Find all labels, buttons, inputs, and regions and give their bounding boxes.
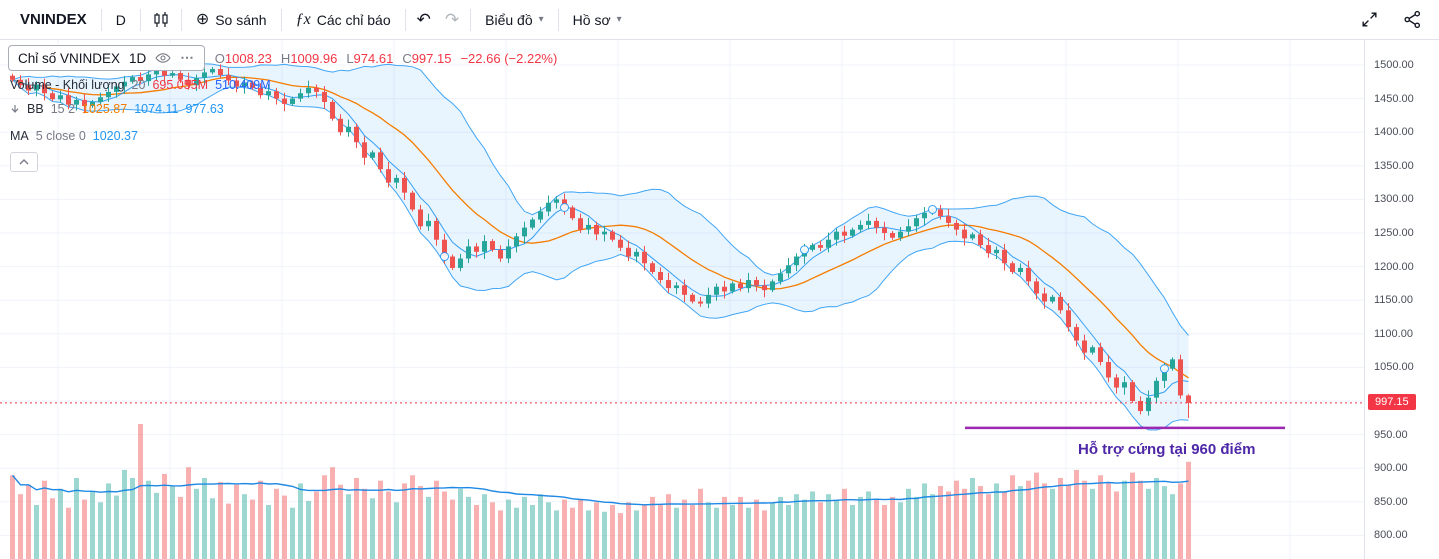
ma-value: 1020.37 — [92, 129, 138, 143]
interval-button[interactable]: D — [106, 6, 136, 34]
price-axis[interactable]: 997.15 1500.00 1450.00 1400.00 1350.00 1300.… — [1364, 40, 1439, 559]
toolbar-separator — [557, 8, 559, 31]
compare-label: So sánh — [215, 11, 267, 28]
profile-menu-button[interactable]: Hồ sơ ▾ — [563, 6, 632, 34]
fullscreen-button[interactable] — [1353, 5, 1386, 34]
bb-basis-value: 1025.87 — [82, 102, 128, 116]
toolbar-separator — [404, 8, 406, 31]
toolbar-separator — [180, 8, 182, 31]
candlestick-icon — [154, 11, 168, 27]
bb-indicator-name: BB — [27, 102, 44, 116]
volume-indicator-name: Volume - Khối lượng — [10, 78, 125, 92]
fullscreen-icon — [1362, 12, 1377, 27]
collapse-legend-button[interactable] — [10, 152, 38, 172]
price-axis-label: 1200.00 — [1374, 260, 1414, 273]
price-chart[interactable] — [0, 40, 1364, 559]
toolbar-separator — [470, 8, 472, 31]
toolbar-separator — [100, 8, 102, 31]
eye-icon[interactable] — [155, 52, 171, 64]
ma-indicator-name: MA — [10, 129, 29, 143]
function-icon: ƒx — [295, 10, 311, 28]
price-axis-label: 800.00 — [1374, 529, 1408, 542]
support-annotation[interactable]: Hỗ trợ cứng tại 960 điểm — [1078, 441, 1256, 458]
low-label: L — [346, 50, 354, 66]
toolbar-separator — [139, 8, 141, 31]
bb-indicator-row[interactable]: BB 15 2 1025.87 1074.11 977.63 — [10, 102, 557, 116]
profile-menu-label: Hồ sơ — [572, 11, 611, 28]
price-axis-label: 1500.00 — [1374, 59, 1414, 71]
open-value: 1008.23 — [224, 50, 272, 66]
volume-indicator-param: 20 — [131, 78, 146, 92]
legend-interval: 1D — [129, 50, 147, 66]
chevron-down-icon: ▾ — [538, 14, 544, 25]
undo-button[interactable]: ↶ — [410, 6, 438, 34]
legend-symbol-title: Chỉ số VNINDEX — [18, 50, 121, 66]
open-label: O — [214, 50, 225, 66]
last-price-label: 997.15 — [1368, 393, 1416, 410]
share-button[interactable] — [1396, 5, 1429, 34]
bb-upper-value: 1074.11 — [134, 102, 179, 116]
share-icon — [1404, 10, 1421, 29]
close-value: 997.15 — [411, 50, 452, 66]
ohlc-values: O 1008.23 H 1009.96 L 974.61 C 997.15 −22.66… — [215, 51, 558, 66]
bb-indicator-params: 15 2 — [50, 102, 76, 116]
chart-menu-button[interactable]: Biểu đồ ▾ — [475, 6, 554, 34]
change-value: −22.66 (−2.22%) — [460, 50, 558, 66]
chevron-up-icon — [19, 159, 29, 165]
price-axis-label: 1450.00 — [1374, 92, 1414, 105]
toolbar-separator — [280, 8, 282, 31]
ma-indicator-row[interactable]: MA 5 close 0 1020.37 — [10, 129, 557, 143]
high-label: H — [280, 50, 291, 66]
bb-lower-value: 977.63 — [185, 102, 224, 116]
arrow-down-icon — [10, 104, 20, 115]
price-axis-label: 900.00 — [1374, 462, 1408, 475]
volume-ma-value: 510.409M — [215, 78, 271, 92]
price-axis-label: 1400.00 — [1374, 126, 1414, 139]
price-axis-label: 1300.00 — [1374, 193, 1414, 206]
price-axis-label: 1100.00 — [1374, 327, 1413, 340]
chart-area: 997.15 1500.00 1450.00 1400.00 1350.00 1300.… — [0, 40, 1439, 559]
price-axis-label: 850.00 — [1374, 495, 1408, 508]
symbol-button[interactable]: VNINDEX — [10, 5, 97, 34]
compare-button[interactable]: ⊕ So sánh — [186, 6, 277, 34]
chart-menu-label: Biểu đồ — [485, 11, 533, 28]
ma-indicator-params: 5 close 0 — [35, 129, 86, 143]
indicators-button[interactable]: ƒx Các chỉ báo — [286, 5, 401, 35]
price-axis-label: 1250.00 — [1374, 227, 1414, 239]
price-axis-label: 1050.00 — [1374, 361, 1414, 374]
indicators-label: Các chỉ báo — [316, 11, 391, 28]
volume-value: 695.055M — [152, 78, 209, 92]
redo-button[interactable]: ↷ — [438, 6, 466, 34]
close-label: C — [402, 50, 412, 66]
top-toolbar: VNINDEX D ⊕ So sánh ƒx Các chỉ báo ↶ ↷ B… — [0, 0, 1439, 40]
compare-icon: ⊕ — [195, 10, 210, 28]
chart-style-button[interactable] — [145, 6, 177, 34]
price-axis-label: 1350.00 — [1374, 159, 1414, 172]
volume-indicator-row[interactable]: Volume - Khối lượng 20 695.055M 510.409M — [10, 78, 557, 92]
price-axis-label: 950.00 — [1374, 428, 1408, 441]
more-options-icon[interactable]: ⋯ — [180, 50, 195, 65]
price-axis-label: 1150.00 — [1374, 294, 1413, 307]
low-value: 974.61 — [353, 50, 394, 66]
legend-symbol-box[interactable]: Chỉ số VNINDEX 1D ⋯ — [8, 45, 205, 71]
chevron-down-icon: ▾ — [616, 14, 622, 25]
high-value: 1009.96 — [290, 50, 338, 66]
